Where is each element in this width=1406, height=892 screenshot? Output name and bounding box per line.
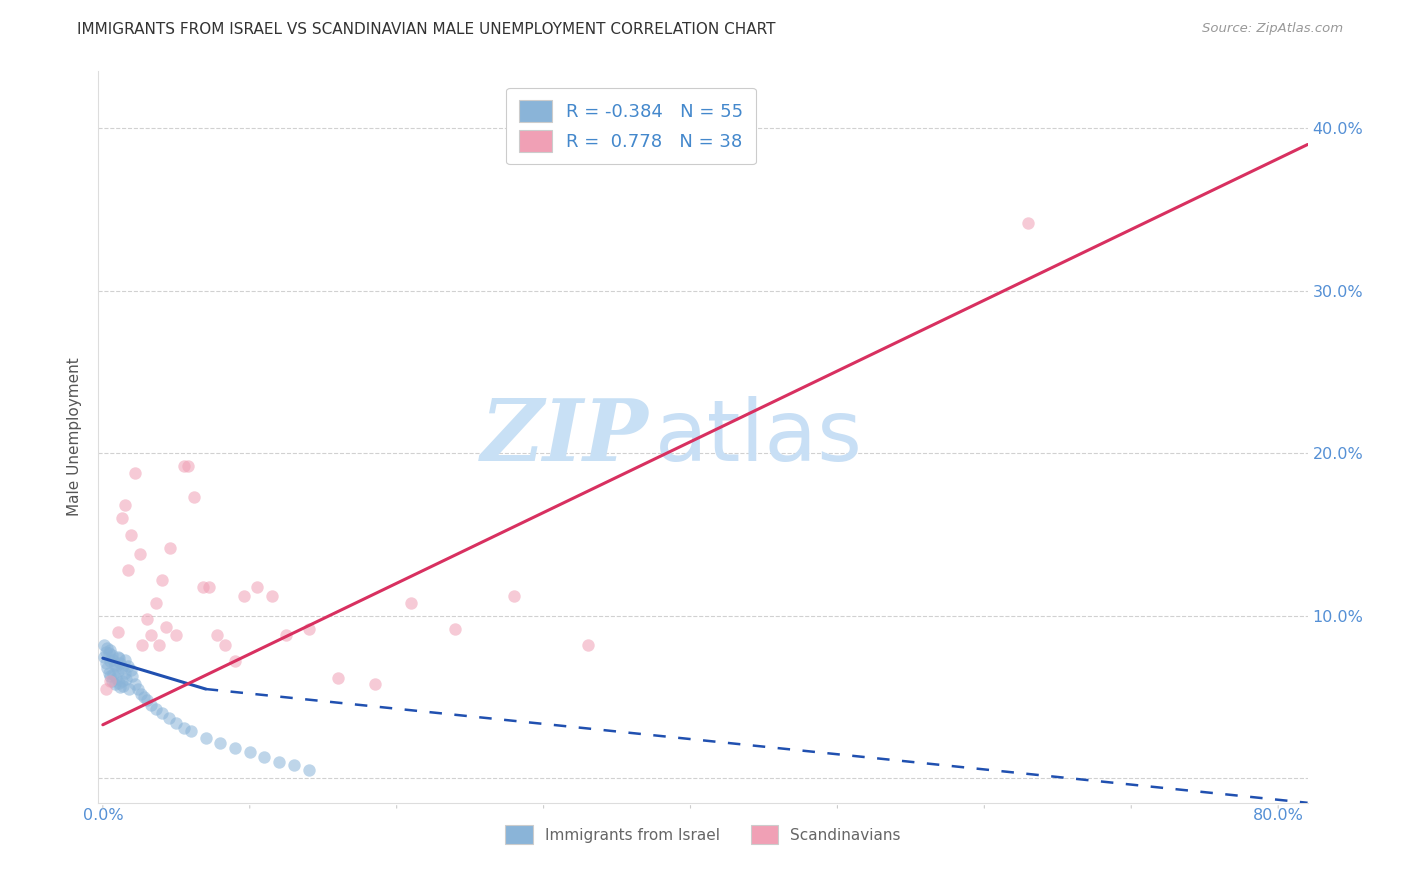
Point	[115, 673, 138, 687]
Point	[114, 499, 136, 513]
Point	[239, 746, 262, 760]
Point	[114, 665, 136, 680]
Point	[150, 573, 173, 587]
Point	[444, 622, 467, 636]
Point	[180, 724, 202, 739]
Point	[155, 620, 177, 634]
Point	[127, 681, 149, 696]
Text: ZIP: ZIP	[481, 395, 648, 479]
Point	[131, 638, 153, 652]
Point	[108, 675, 131, 690]
Point	[98, 654, 121, 668]
Point	[105, 671, 128, 685]
Point	[191, 580, 214, 594]
Point	[576, 638, 599, 652]
Point	[224, 740, 246, 755]
Point	[105, 659, 128, 673]
Point	[98, 673, 121, 688]
Point	[253, 750, 276, 764]
Point	[283, 758, 305, 772]
Point	[135, 612, 157, 626]
Point	[108, 651, 131, 665]
Point	[107, 664, 129, 678]
Point	[157, 711, 180, 725]
Point	[112, 679, 135, 693]
Point	[107, 625, 129, 640]
Point	[297, 764, 319, 778]
Point	[111, 511, 134, 525]
Point	[246, 580, 269, 594]
Point	[107, 649, 129, 664]
Point	[100, 648, 122, 662]
Point	[93, 649, 115, 664]
Point	[98, 643, 121, 657]
Point	[194, 731, 217, 745]
Point	[117, 563, 139, 577]
Text: Source: ZipAtlas.com: Source: ZipAtlas.com	[1202, 22, 1343, 36]
Text: IMMIGRANTS FROM ISRAEL VS SCANDINAVIAN MALE UNEMPLOYMENT CORRELATION CHART: IMMIGRANTS FROM ISRAEL VS SCANDINAVIAN M…	[77, 22, 776, 37]
Point	[207, 628, 229, 642]
Point	[173, 721, 195, 735]
Point	[103, 677, 125, 691]
Point	[124, 677, 146, 691]
Point	[269, 755, 291, 769]
Point	[97, 646, 120, 660]
Point	[260, 590, 283, 604]
Point	[224, 654, 246, 668]
Point	[111, 661, 134, 675]
Point	[100, 673, 122, 688]
Point	[503, 590, 526, 604]
Point	[173, 459, 195, 474]
Point	[118, 681, 141, 696]
Point	[276, 628, 298, 642]
Point	[232, 590, 254, 604]
Point	[177, 459, 200, 474]
Point	[101, 667, 124, 681]
Point	[1017, 215, 1039, 229]
Point	[141, 628, 163, 642]
Point	[214, 638, 236, 652]
Point	[129, 687, 152, 701]
Point	[209, 736, 232, 750]
Point	[101, 653, 124, 667]
Point	[93, 638, 115, 652]
Point	[97, 665, 120, 680]
Point	[363, 677, 385, 691]
Point	[401, 596, 423, 610]
Point	[128, 547, 150, 561]
Point	[96, 641, 118, 656]
Point	[96, 661, 118, 675]
Point	[159, 541, 181, 555]
Point	[110, 656, 132, 670]
Y-axis label: Male Unemployment: Male Unemployment	[67, 358, 83, 516]
Point	[135, 693, 157, 707]
Point	[111, 673, 134, 688]
Point	[148, 638, 170, 652]
Point	[120, 663, 142, 677]
Point	[141, 698, 163, 713]
Point	[124, 466, 146, 480]
Point	[94, 681, 117, 696]
Point	[121, 669, 143, 683]
Point	[150, 706, 173, 721]
Text: atlas: atlas	[655, 395, 863, 479]
Point	[183, 490, 205, 504]
Point	[165, 628, 187, 642]
Point	[94, 656, 117, 670]
Point	[110, 681, 132, 695]
Point	[197, 580, 219, 594]
Point	[145, 701, 167, 715]
Point	[98, 669, 121, 683]
Point	[165, 716, 187, 731]
Point	[103, 657, 125, 672]
Point	[114, 653, 136, 667]
Point	[145, 596, 167, 610]
Legend: Immigrants from Israel, Scandinavians: Immigrants from Israel, Scandinavians	[499, 819, 907, 850]
Point	[297, 622, 319, 636]
Point	[132, 690, 155, 705]
Point	[94, 645, 117, 659]
Point	[117, 659, 139, 673]
Point	[326, 671, 349, 685]
Point	[120, 527, 142, 541]
